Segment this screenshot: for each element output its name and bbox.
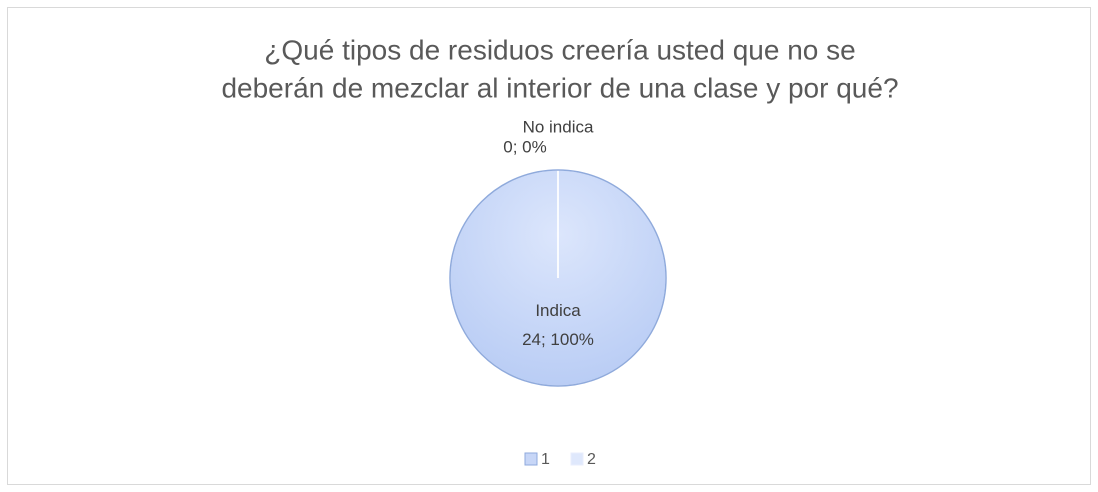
data-label-name: No indica bbox=[523, 117, 594, 136]
legend-swatch bbox=[524, 452, 538, 466]
legend-swatch bbox=[570, 452, 584, 466]
data-label-name: Indica bbox=[535, 301, 581, 320]
legend-label: 2 bbox=[587, 451, 596, 468]
data-label-value: 24; 100% bbox=[522, 330, 594, 349]
chart-title: deberán de mezclar al interior de una cl… bbox=[221, 72, 898, 103]
legend-label: 1 bbox=[541, 451, 550, 468]
pie-outline bbox=[449, 169, 667, 387]
chart-title: ¿Qué tipos de residuos creería usted que… bbox=[264, 34, 855, 65]
data-label-value: 0; 0% bbox=[503, 137, 546, 156]
